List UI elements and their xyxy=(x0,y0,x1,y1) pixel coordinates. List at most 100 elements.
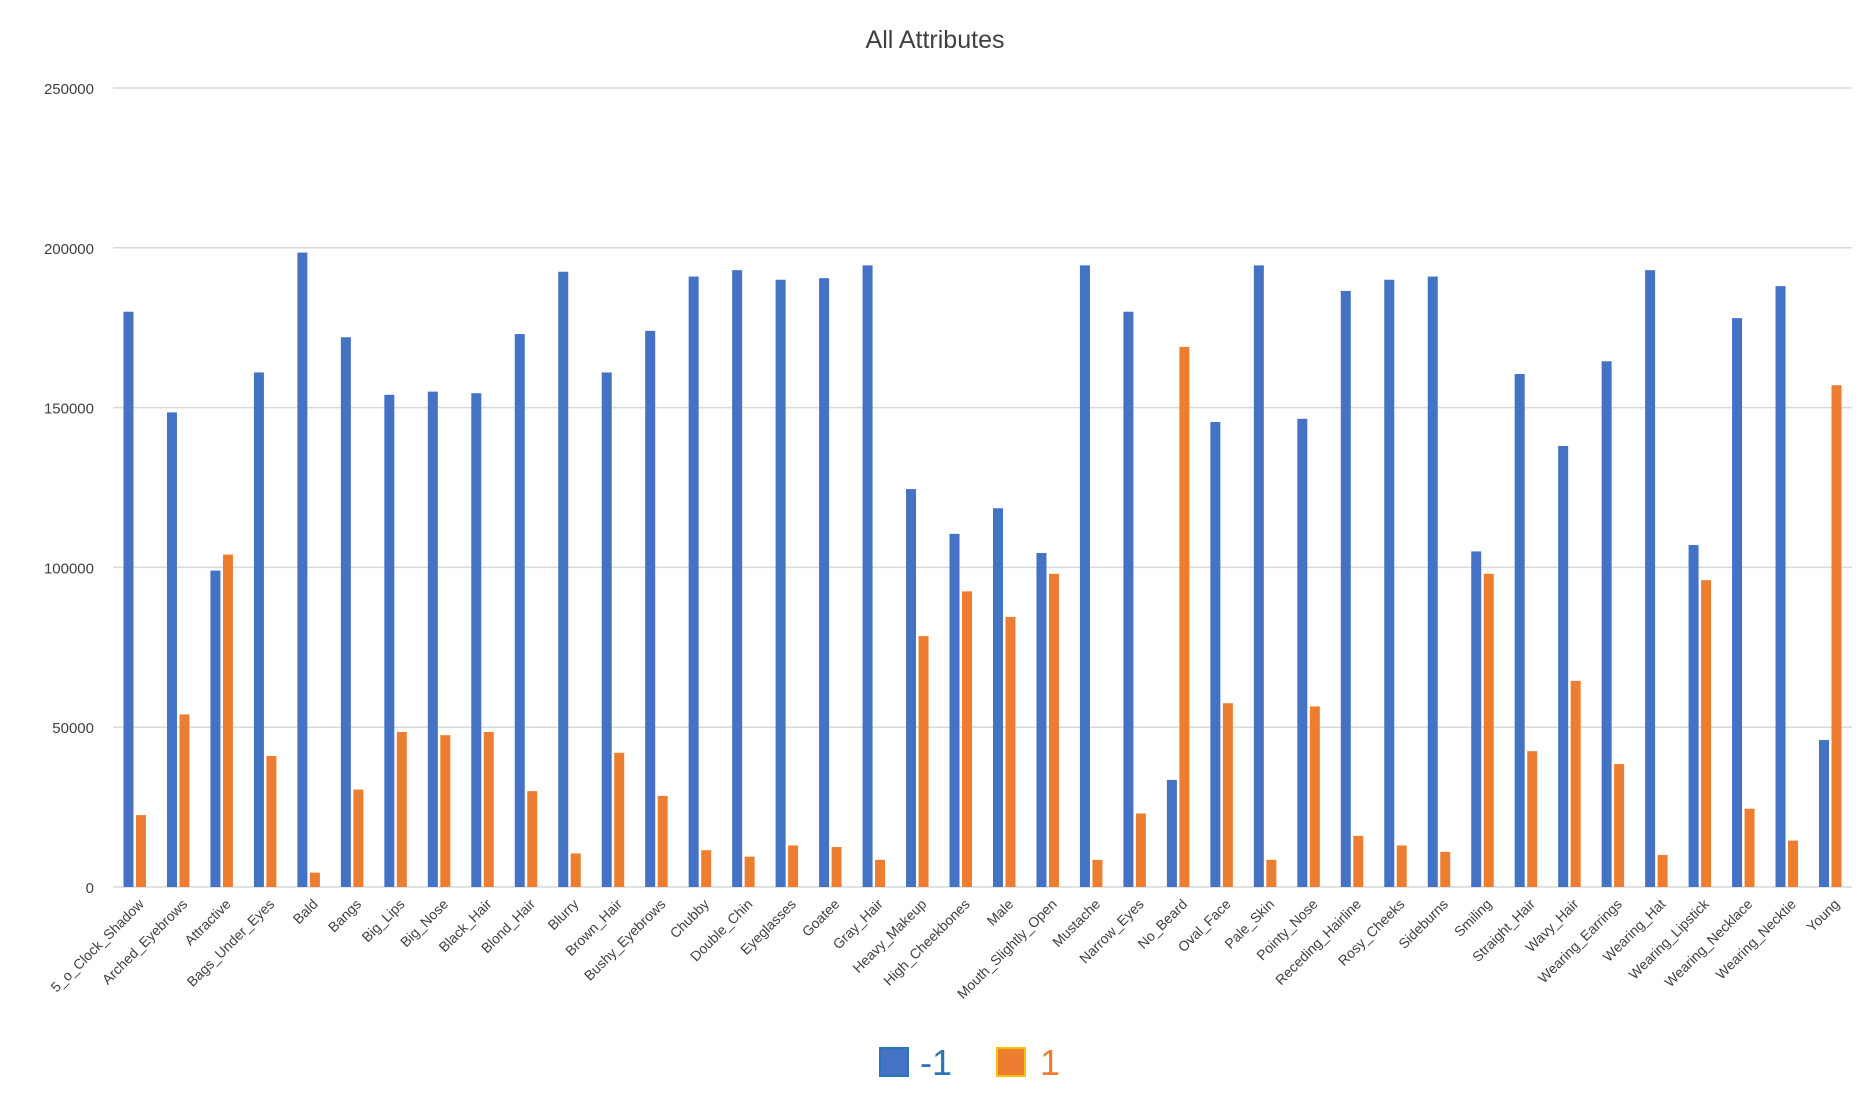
bar-pos1 xyxy=(744,856,755,887)
x-tick-label: Wearing_Necktie xyxy=(1712,896,1799,983)
bar-pos1 xyxy=(1396,845,1407,887)
bar-pos1 xyxy=(1353,835,1364,887)
x-tick-label: Wearing_Lipstick xyxy=(1625,895,1712,982)
y-tick-label: 50000 xyxy=(52,720,94,737)
gridlines xyxy=(113,87,1852,888)
bar-neg1 xyxy=(1210,421,1221,887)
y-tick-label: 150000 xyxy=(44,401,94,418)
x-tick-label: Goatee xyxy=(799,896,843,940)
bar-pos1 xyxy=(1701,580,1712,887)
bar-neg1 xyxy=(775,279,786,887)
bar-neg1 xyxy=(992,508,1003,887)
bar-neg1 xyxy=(601,372,612,888)
bar-neg1 xyxy=(1384,279,1395,887)
bar-neg1 xyxy=(1601,361,1612,887)
legend: -1 1 xyxy=(879,1042,1060,1083)
bar-neg1 xyxy=(1471,551,1482,887)
bar-neg1 xyxy=(297,252,308,887)
bar-neg1 xyxy=(471,393,482,887)
bar-neg1 xyxy=(1079,265,1090,887)
bar-pos1 xyxy=(1309,706,1320,887)
bar-neg1 xyxy=(210,570,221,887)
bar-pos1 xyxy=(1788,840,1799,887)
bar-neg1 xyxy=(1166,779,1177,887)
bar-neg1 xyxy=(1340,290,1351,887)
bar-pos1 xyxy=(309,872,320,887)
x-tick-label: Male xyxy=(984,896,1017,929)
legend-label-pos1: 1 xyxy=(1040,1042,1060,1083)
bar-neg1 xyxy=(906,489,917,887)
bar-neg1 xyxy=(1036,553,1047,887)
bar-neg1 xyxy=(514,334,525,887)
bar-pos1 xyxy=(222,554,233,887)
bar-neg1 xyxy=(1688,545,1699,887)
bar-neg1 xyxy=(949,533,960,887)
bar-neg1 xyxy=(1123,311,1134,888)
bar-pos1 xyxy=(570,853,581,887)
x-tick-label: Blurry xyxy=(544,896,581,933)
bar-neg1 xyxy=(123,311,134,888)
y-axis-ticks: 0 50000 100000 150000 200000 250000 xyxy=(44,81,94,897)
bar-pos1 xyxy=(440,735,451,887)
bars xyxy=(123,252,1842,888)
bar-pos1 xyxy=(1614,763,1625,887)
bar-pos1 xyxy=(918,636,929,887)
bar-pos1 xyxy=(1483,573,1494,887)
bar-pos1 xyxy=(266,755,277,887)
bar-pos1 xyxy=(1092,859,1103,887)
bar-neg1 xyxy=(558,271,569,887)
bar-pos1 xyxy=(1135,813,1146,887)
bar-pos1 xyxy=(1744,808,1755,887)
bar-pos1 xyxy=(1048,573,1059,887)
x-tick-label: Arched_Eyebrows xyxy=(99,896,191,988)
legend-label-neg1: -1 xyxy=(920,1042,952,1083)
bar-pos1 xyxy=(1440,851,1451,887)
bar-neg1 xyxy=(1819,739,1830,887)
bar-neg1 xyxy=(384,394,395,887)
bar-pos1 xyxy=(396,731,407,887)
bar-pos1 xyxy=(1005,616,1016,887)
bar-pos1 xyxy=(1657,855,1668,887)
x-tick-label: Young xyxy=(1803,896,1842,935)
bar-pos1 xyxy=(657,795,668,887)
bar-pos1 xyxy=(875,859,886,887)
bar-neg1 xyxy=(1514,374,1525,887)
legend-swatch-pos1 xyxy=(996,1047,1026,1077)
x-axis-ticks: 5_o_Clock_ShadowArched_EyebrowsAttractiv… xyxy=(47,895,1842,1002)
bar-neg1 xyxy=(732,270,743,887)
bar-pos1 xyxy=(1831,385,1842,887)
bar-neg1 xyxy=(1645,270,1656,887)
bar-pos1 xyxy=(135,815,146,887)
bar-neg1 xyxy=(688,276,699,888)
x-tick-label: Bangs xyxy=(325,896,364,935)
bar-pos1 xyxy=(353,789,364,887)
bar-pos1 xyxy=(788,845,799,887)
bar-pos1 xyxy=(1570,680,1581,887)
bar-neg1 xyxy=(427,391,438,887)
bar-pos1 xyxy=(1179,346,1190,888)
bar-neg1 xyxy=(1297,418,1308,887)
bar-pos1 xyxy=(1266,859,1277,887)
x-tick-label: Bushy_Eyebrows xyxy=(581,896,669,984)
bar-pos1 xyxy=(483,731,494,887)
bar-pos1 xyxy=(527,791,538,887)
bar-neg1 xyxy=(1427,276,1438,888)
bar-neg1 xyxy=(1732,318,1743,887)
bar-pos1 xyxy=(701,850,712,887)
bar-pos1 xyxy=(1222,703,1233,887)
bar-pos1 xyxy=(962,591,973,887)
bar-neg1 xyxy=(1253,265,1264,887)
x-tick-label: Bald xyxy=(290,896,321,927)
bar-neg1 xyxy=(1775,286,1786,888)
bar-neg1 xyxy=(1558,445,1569,887)
y-tick-label: 250000 xyxy=(44,81,94,98)
legend-swatch-neg1 xyxy=(879,1047,909,1077)
y-tick-label: 100000 xyxy=(44,560,94,577)
bar-neg1 xyxy=(166,412,177,887)
chart-title: All Attributes xyxy=(866,26,1005,54)
bar-neg1 xyxy=(862,265,873,887)
bar-neg1 xyxy=(253,372,264,888)
bar-neg1 xyxy=(819,278,830,887)
